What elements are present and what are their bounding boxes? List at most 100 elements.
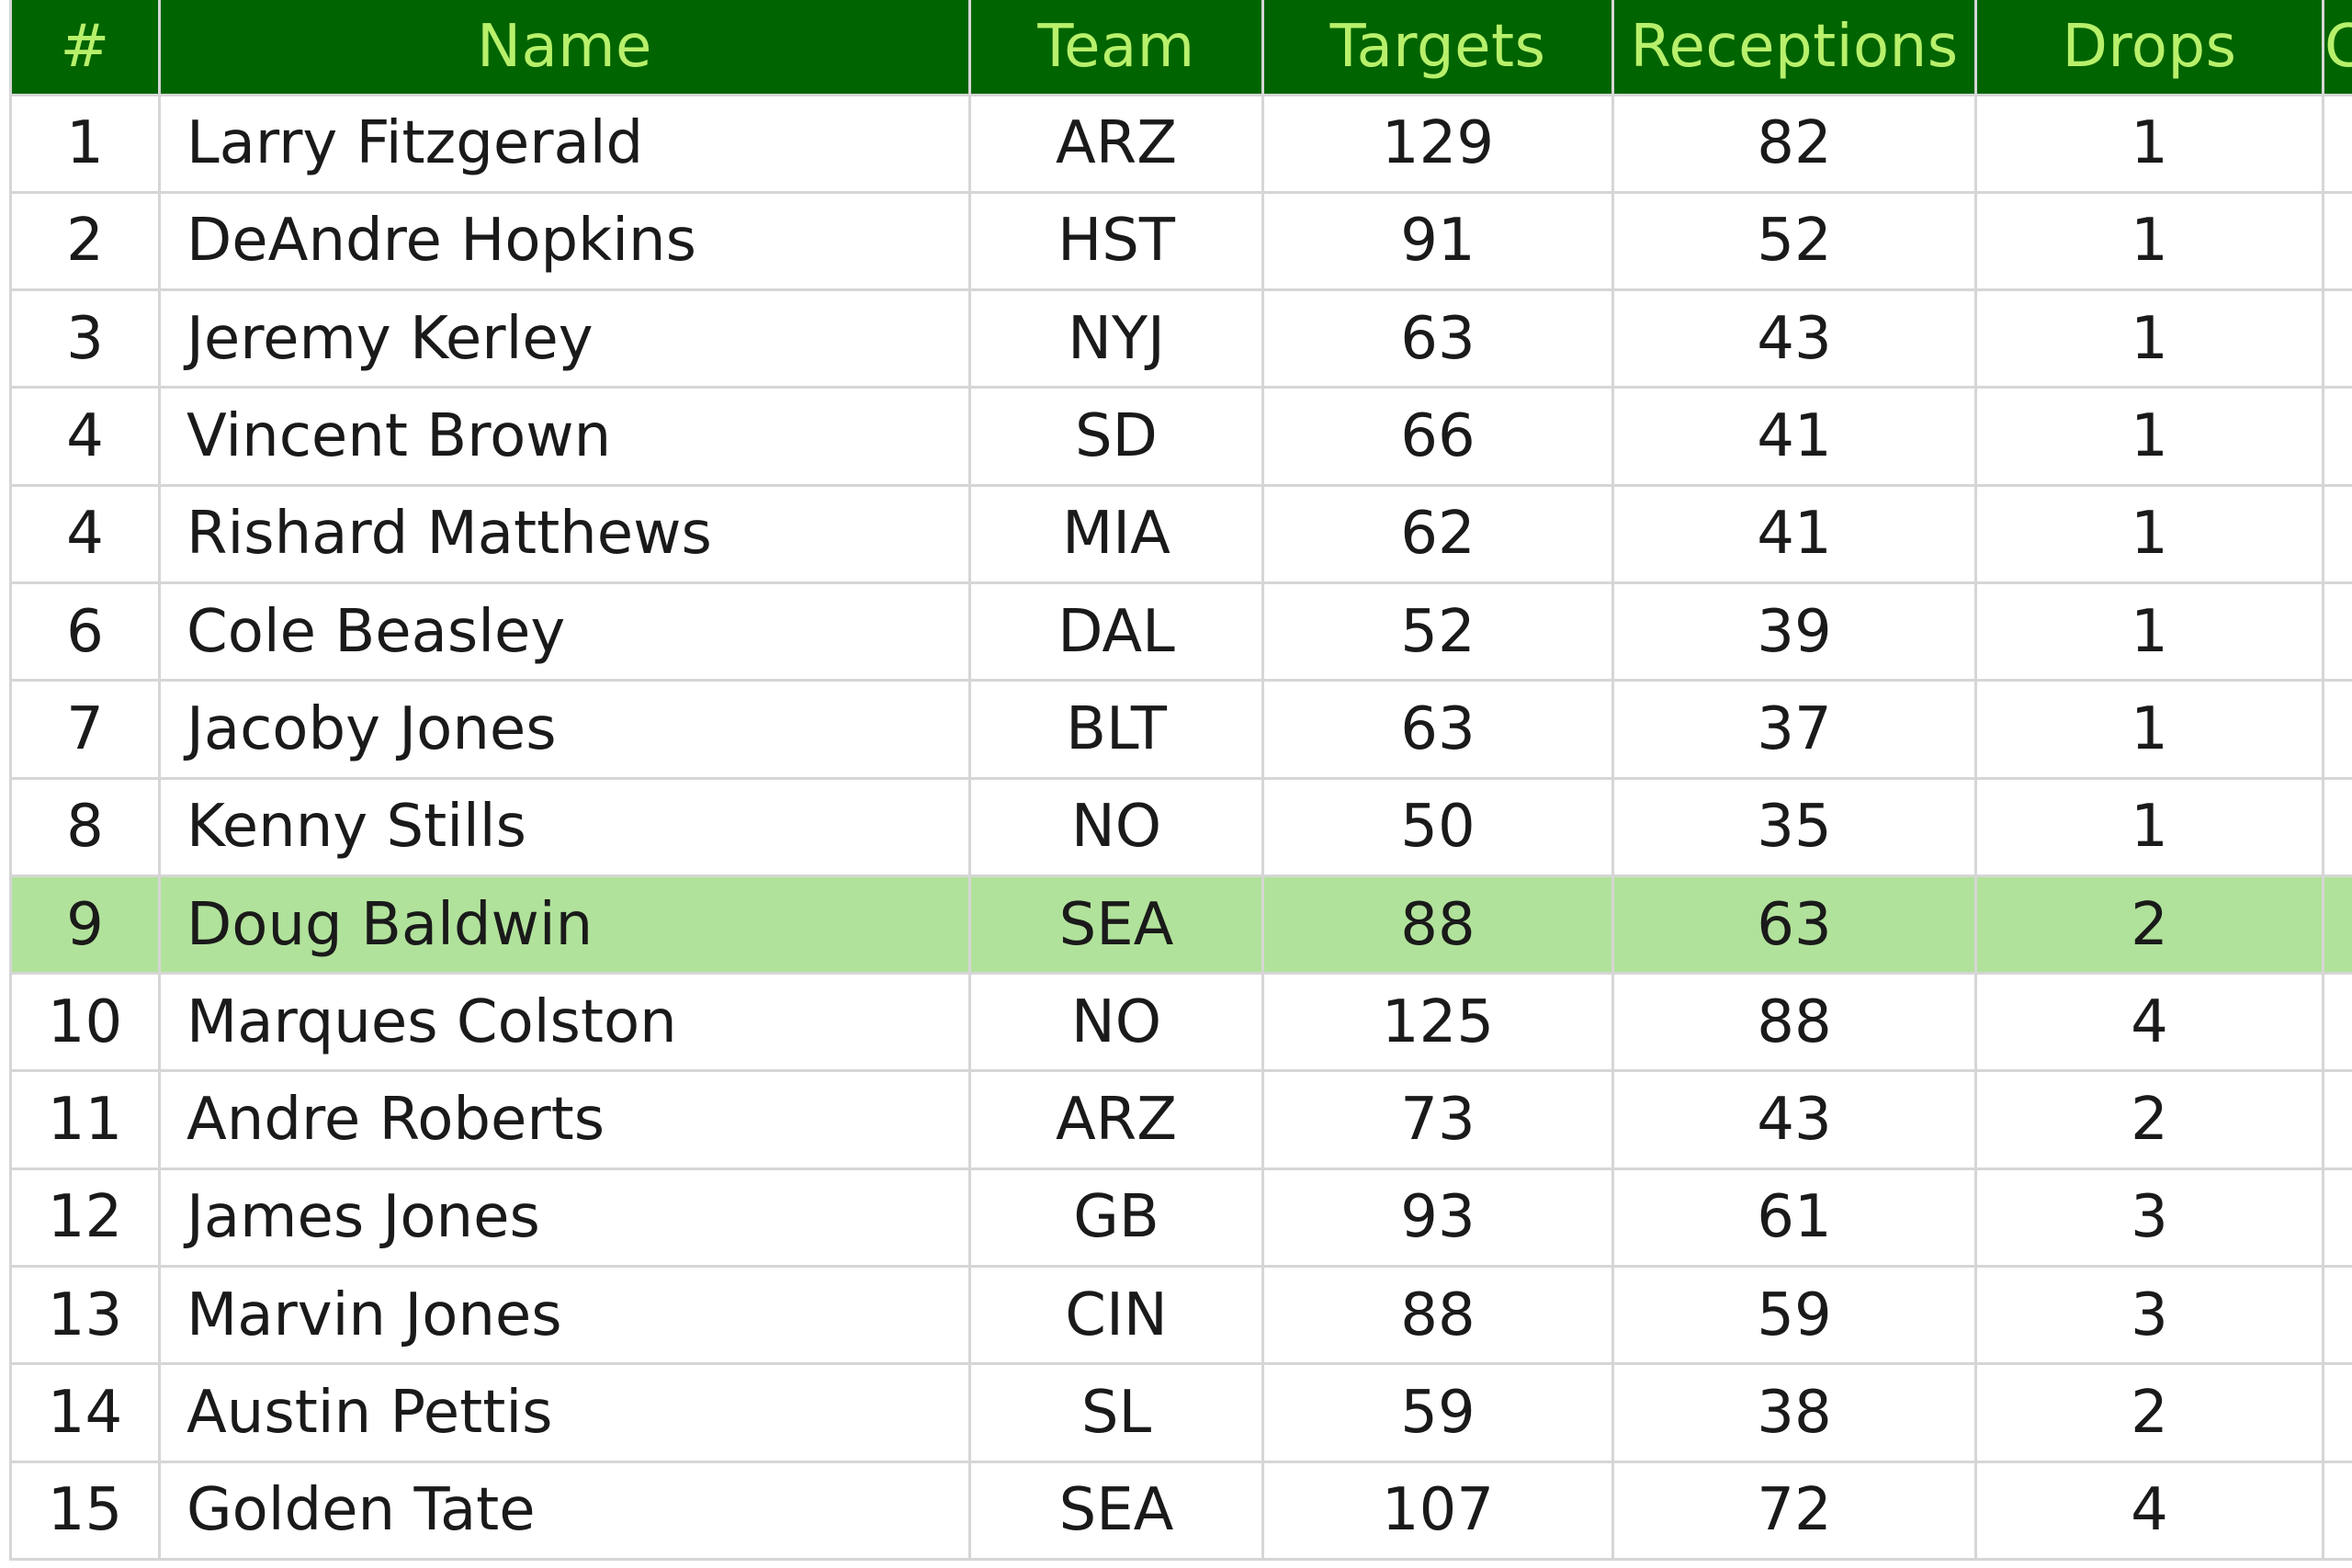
table-row[interactable]: 6 Cole Beasley DAL 52 39 1 <box>9 581 2352 682</box>
table-row[interactable]: 13 Marvin Jones CIN 88 59 3 <box>9 1265 2352 1366</box>
cell-team: SL <box>968 1362 1264 1463</box>
cell-partial <box>2322 874 2352 976</box>
cell-rank: 8 <box>9 776 161 877</box>
cell-drops: 3 <box>1974 1167 2324 1269</box>
cell-targets: 52 <box>1261 581 1614 682</box>
table-row[interactable]: 9 Doug Baldwin SEA 88 63 2 <box>9 874 2352 976</box>
cell-drops: 3 <box>1974 1265 2324 1366</box>
cell-rank: 4 <box>9 386 161 487</box>
table-row[interactable]: 11 Andre Roberts ARZ 73 43 2 <box>9 1069 2352 1170</box>
cell-team: DAL <box>968 581 1264 682</box>
table-row[interactable]: 14 Austin Pettis SL 59 38 2 <box>9 1362 2352 1463</box>
cell-receptions: 41 <box>1611 386 1977 487</box>
table-row[interactable]: 4 Vincent Brown SD 66 41 1 <box>9 386 2352 487</box>
column-header-targets[interactable]: Targets <box>1261 0 1614 96</box>
cell-targets: 59 <box>1261 1362 1614 1463</box>
cell-receptions: 35 <box>1611 776 1977 877</box>
cell-partial <box>2322 776 2352 877</box>
column-header-team[interactable]: Team <box>968 0 1264 96</box>
column-header-drops[interactable]: Drops <box>1974 0 2324 96</box>
cell-name: Andre Roberts <box>158 1069 971 1170</box>
cell-drops: 1 <box>1974 679 2324 780</box>
cell-team: SEA <box>968 1460 1264 1561</box>
cell-drops: 1 <box>1974 581 2324 682</box>
cell-targets: 63 <box>1261 288 1614 389</box>
cell-team: NO <box>968 776 1264 877</box>
cell-partial <box>2322 1167 2352 1269</box>
cell-partial <box>2322 93 2352 194</box>
cell-rank: 3 <box>9 288 161 389</box>
cell-name: Marvin Jones <box>158 1265 971 1366</box>
cell-partial <box>2322 679 2352 780</box>
cell-name: Austin Pettis <box>158 1362 971 1463</box>
column-header-partial[interactable]: C <box>2322 0 2352 96</box>
cell-name: Larry Fitzgerald <box>158 93 971 194</box>
cell-rank: 9 <box>9 874 161 976</box>
cell-receptions: 38 <box>1611 1362 1977 1463</box>
cell-rank: 11 <box>9 1069 161 1170</box>
cell-receptions: 52 <box>1611 190 1977 292</box>
column-header-name[interactable]: Name <box>158 0 971 96</box>
cell-rank: 2 <box>9 190 161 292</box>
table-row[interactable]: 7 Jacoby Jones BLT 63 37 1 <box>9 679 2352 780</box>
cell-name: Jacoby Jones <box>158 679 971 780</box>
cell-partial <box>2322 1265 2352 1366</box>
cell-drops: 2 <box>1974 874 2324 976</box>
cell-receptions: 63 <box>1611 874 1977 976</box>
table-row[interactable]: 3 Jeremy Kerley NYJ 63 43 1 <box>9 288 2352 389</box>
table-row[interactable]: 1 Larry Fitzgerald ARZ 129 82 1 <box>9 93 2352 194</box>
cell-targets: 88 <box>1261 1265 1614 1366</box>
cell-partial <box>2322 288 2352 389</box>
cell-partial <box>2322 1460 2352 1561</box>
cell-partial <box>2322 972 2352 1073</box>
cell-rank: 10 <box>9 972 161 1073</box>
header-row: # Name Team Targets Receptions Drops C <box>9 0 2352 96</box>
cell-team: SEA <box>968 874 1264 976</box>
column-header-rank[interactable]: # <box>9 0 161 96</box>
cell-targets: 88 <box>1261 874 1614 976</box>
cell-partial <box>2322 1362 2352 1463</box>
cell-name: DeAndre Hopkins <box>158 190 971 292</box>
cell-receptions: 82 <box>1611 93 1977 194</box>
cell-targets: 63 <box>1261 679 1614 780</box>
cell-drops: 4 <box>1974 1460 2324 1561</box>
cell-rank: 15 <box>9 1460 161 1561</box>
cell-team: MIA <box>968 483 1264 584</box>
table-row[interactable]: 15 Golden Tate SEA 107 72 4 <box>9 1460 2352 1561</box>
cell-receptions: 37 <box>1611 679 1977 780</box>
cell-drops: 4 <box>1974 972 2324 1073</box>
cell-receptions: 72 <box>1611 1460 1977 1561</box>
cell-name: Golden Tate <box>158 1460 971 1561</box>
cell-partial <box>2322 581 2352 682</box>
table-row[interactable]: 8 Kenny Stills NO 50 35 1 <box>9 776 2352 877</box>
cell-name: Kenny Stills <box>158 776 971 877</box>
cell-drops: 1 <box>1974 483 2324 584</box>
cell-receptions: 59 <box>1611 1265 1977 1366</box>
cell-targets: 73 <box>1261 1069 1614 1170</box>
cell-receptions: 88 <box>1611 972 1977 1073</box>
cell-team: SD <box>968 386 1264 487</box>
table-row[interactable]: 10 Marques Colston NO 125 88 4 <box>9 972 2352 1073</box>
cell-receptions: 41 <box>1611 483 1977 584</box>
cell-receptions: 43 <box>1611 1069 1977 1170</box>
table-header: # Name Team Targets Receptions Drops C <box>9 0 2352 96</box>
cell-drops: 1 <box>1974 386 2324 487</box>
receiver-drops-table: # Name Team Targets Receptions Drops C 1… <box>9 0 2352 1561</box>
cell-rank: 1 <box>9 93 161 194</box>
cell-partial <box>2322 386 2352 487</box>
cell-targets: 107 <box>1261 1460 1614 1561</box>
table-row[interactable]: 2 DeAndre Hopkins HST 91 52 1 <box>9 190 2352 292</box>
cell-drops: 1 <box>1974 190 2324 292</box>
table-row[interactable]: 4 Rishard Matthews MIA 62 41 1 <box>9 483 2352 584</box>
table-row[interactable]: 12 James Jones GB 93 61 3 <box>9 1167 2352 1269</box>
cell-team: GB <box>968 1167 1264 1269</box>
cell-team: CIN <box>968 1265 1264 1366</box>
cell-targets: 91 <box>1261 190 1614 292</box>
cell-team: NYJ <box>968 288 1264 389</box>
cell-drops: 2 <box>1974 1069 2324 1170</box>
cell-rank: 13 <box>9 1265 161 1366</box>
cell-rank: 14 <box>9 1362 161 1463</box>
cell-receptions: 43 <box>1611 288 1977 389</box>
column-header-receptions[interactable]: Receptions <box>1611 0 1977 96</box>
